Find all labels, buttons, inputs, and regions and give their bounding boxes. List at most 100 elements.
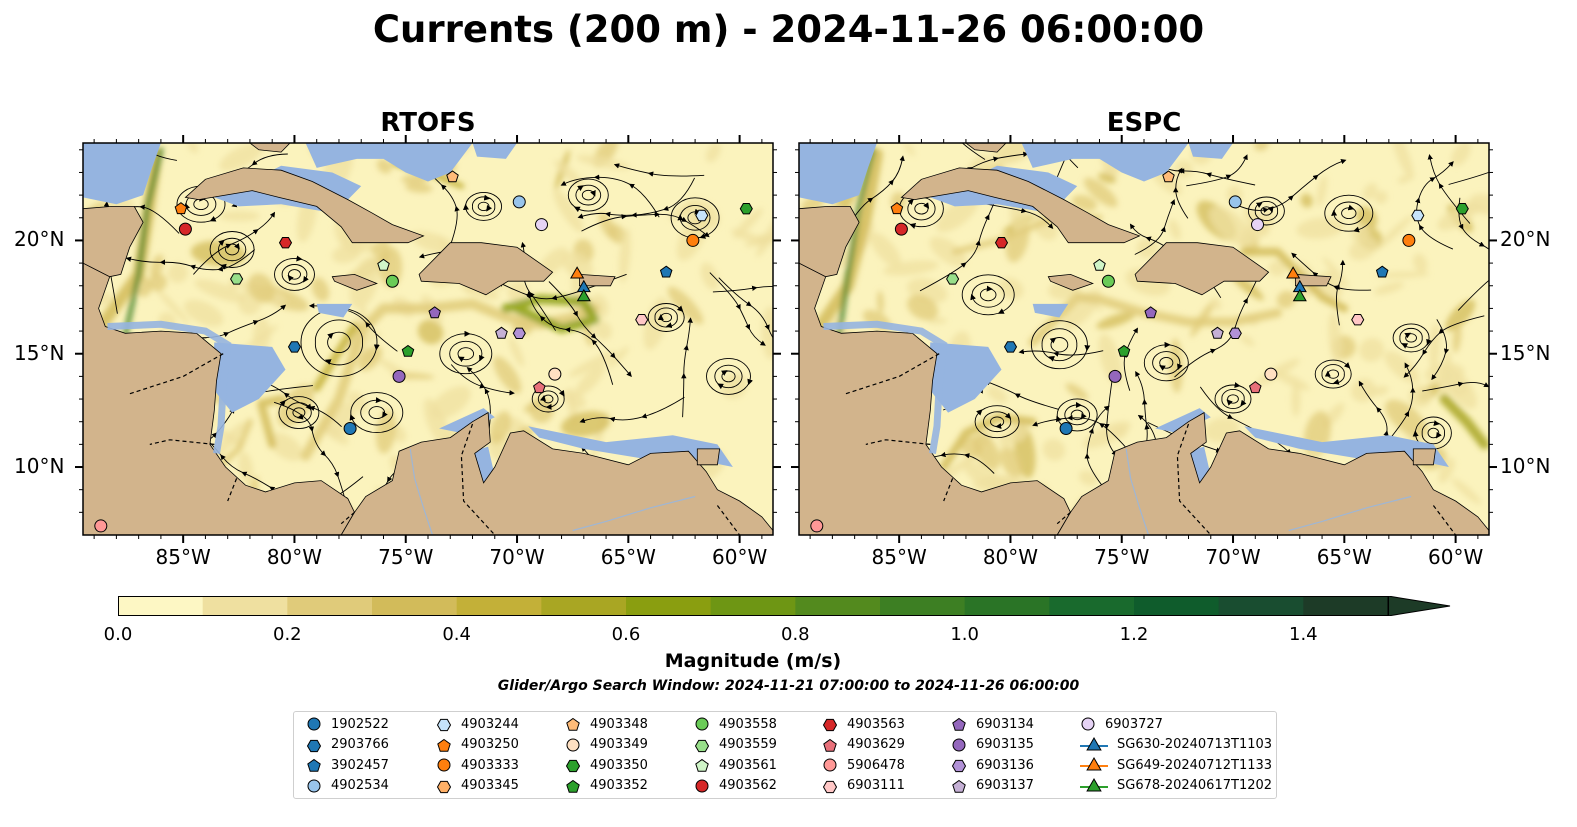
marker-4903559[interactable] [230, 273, 244, 285]
lat-tick-label: 10°N [14, 454, 65, 479]
legend-label: 6903137 [976, 778, 1034, 793]
marker-4903559[interactable] [946, 273, 960, 285]
marker-4903244[interactable] [695, 209, 709, 222]
shelf-mosquito-bank [212, 342, 286, 413]
marker-6903135[interactable] [392, 369, 406, 383]
panel-title-rtofs: RTOFS [380, 108, 476, 138]
legend-label: 4903350 [590, 757, 648, 773]
colorbar-tick-label: 0.4 [442, 624, 471, 645]
land-trinidad [1412, 448, 1437, 466]
marker-SG649-20240712T1133[interactable] [1286, 266, 1301, 279]
legend-swatch [952, 779, 966, 793]
colorbar-segment [372, 596, 458, 616]
legend-label: 4903558 [719, 716, 777, 732]
marker-6903727[interactable] [1251, 218, 1265, 232]
country-border [716, 505, 741, 535]
legend-swatch [1080, 736, 1108, 750]
marker-6903135[interactable] [1108, 369, 1122, 383]
colorbar-tick-label: 1.4 [1289, 624, 1318, 645]
marker-4903348[interactable] [1162, 170, 1175, 183]
marker-4903333[interactable] [686, 233, 700, 247]
marker-4903333[interactable] [1402, 233, 1416, 247]
marker-6903134[interactable] [428, 306, 441, 319]
legend-swatch [1080, 757, 1108, 771]
land-florida [249, 143, 291, 153]
marker-6903136[interactable] [1228, 327, 1242, 339]
marker-4903244[interactable] [1411, 209, 1425, 222]
legend-entry-SG649-20240712T1133: SG649-20240712T1133 [1080, 757, 1272, 773]
marker-4903250[interactable] [890, 202, 904, 215]
colorbar-segment [118, 596, 204, 616]
legend-label: 4903562 [719, 778, 777, 793]
marker-6903137[interactable] [1211, 326, 1224, 339]
legend-swatch [823, 758, 837, 772]
marker-SG678-20240617T1202[interactable] [576, 288, 591, 302]
marker-4903629[interactable] [1249, 381, 1262, 394]
marker-SG678-20240617T1202[interactable] [1292, 288, 1307, 302]
marker-3902457[interactable] [1375, 265, 1389, 278]
tick-marks [75, 135, 781, 543]
observation-markers [810, 170, 1469, 533]
marker-6903137[interactable] [495, 326, 508, 339]
marker-4903558[interactable] [1101, 274, 1115, 288]
marker-1902522[interactable] [1059, 422, 1073, 436]
marker-6903136[interactable] [512, 327, 526, 339]
legend-swatch [566, 779, 580, 793]
marker-4902534[interactable] [1228, 195, 1242, 209]
land-hispaniola [418, 242, 554, 296]
marker-4903349[interactable] [548, 367, 562, 381]
marker-4903352[interactable] [1117, 344, 1131, 357]
marker-4903562[interactable] [894, 222, 908, 236]
legend-entry-6903136: 6903136 [951, 757, 1034, 773]
legend: 1902522 2903766 3902457 4902534 4903244 49032… [293, 711, 1277, 799]
legend-entry-6903727: 6903727 [1080, 716, 1163, 732]
legend-swatch [307, 717, 321, 731]
marker-4903629[interactable] [533, 381, 546, 394]
marker-4903558[interactable] [385, 274, 399, 288]
marker-4903352[interactable] [401, 344, 415, 357]
marker-5906478[interactable] [94, 519, 108, 533]
lon-tick-label: 85°W [871, 545, 927, 569]
legend-entry-4903629: 4903629 [822, 737, 905, 753]
lon-tick-label: 75°W [1094, 545, 1150, 569]
marker-4903348[interactable] [446, 170, 459, 183]
shelf-pedro-bank [1032, 303, 1069, 318]
marker-3902457[interactable] [659, 265, 673, 278]
map-panel-rtofs[interactable] [75, 135, 781, 543]
marker-6903111[interactable] [635, 314, 649, 326]
legend-entry-SG678-20240617T1202: SG678-20240617T1202 [1080, 777, 1272, 794]
legend-label: 4903629 [847, 737, 905, 752]
colorbar-segment [1134, 596, 1220, 616]
marker-4902534[interactable] [512, 195, 526, 209]
shelf-mosquito-bank [928, 342, 1002, 413]
marker-4903563[interactable] [994, 237, 1009, 249]
shelf-north-strip [472, 143, 517, 159]
marker-4903561[interactable] [1093, 258, 1106, 271]
marker-4903562[interactable] [178, 222, 192, 236]
colorbar-tick-label: 0.8 [781, 624, 810, 645]
marker-4903350[interactable] [739, 203, 753, 215]
map-panel-espc[interactable] [791, 135, 1497, 543]
marker-4903561[interactable] [377, 258, 390, 271]
legend-entry-6903137: 6903137 [951, 778, 1034, 794]
marker-6903727[interactable] [535, 218, 549, 232]
lon-tick-label: 80°W [266, 545, 323, 569]
marker-4903350[interactable] [1455, 203, 1469, 215]
legend-label: SG630-20240713T1103 [1117, 737, 1273, 752]
lon-tick-label: 70°W [489, 545, 545, 569]
marker-6903111[interactable] [1351, 314, 1365, 326]
marker-6903134[interactable] [1144, 306, 1157, 319]
marker-2903766[interactable] [1003, 341, 1018, 353]
marker-4903250[interactable] [174, 202, 188, 215]
colorbar [118, 596, 1451, 616]
marker-SG649-20240712T1133[interactable] [570, 266, 585, 279]
marker-5906478[interactable] [810, 519, 824, 533]
marker-4903563[interactable] [278, 237, 293, 249]
legend-swatch [822, 780, 838, 793]
marker-1902522[interactable] [343, 422, 357, 436]
legend-entry-5906478: 5906478 [822, 757, 905, 773]
legend-label: 6903111 [847, 778, 905, 793]
marker-2903766[interactable] [287, 341, 302, 353]
legend-entry-4903333: 4903333 [436, 757, 519, 773]
marker-4903349[interactable] [1264, 367, 1278, 381]
